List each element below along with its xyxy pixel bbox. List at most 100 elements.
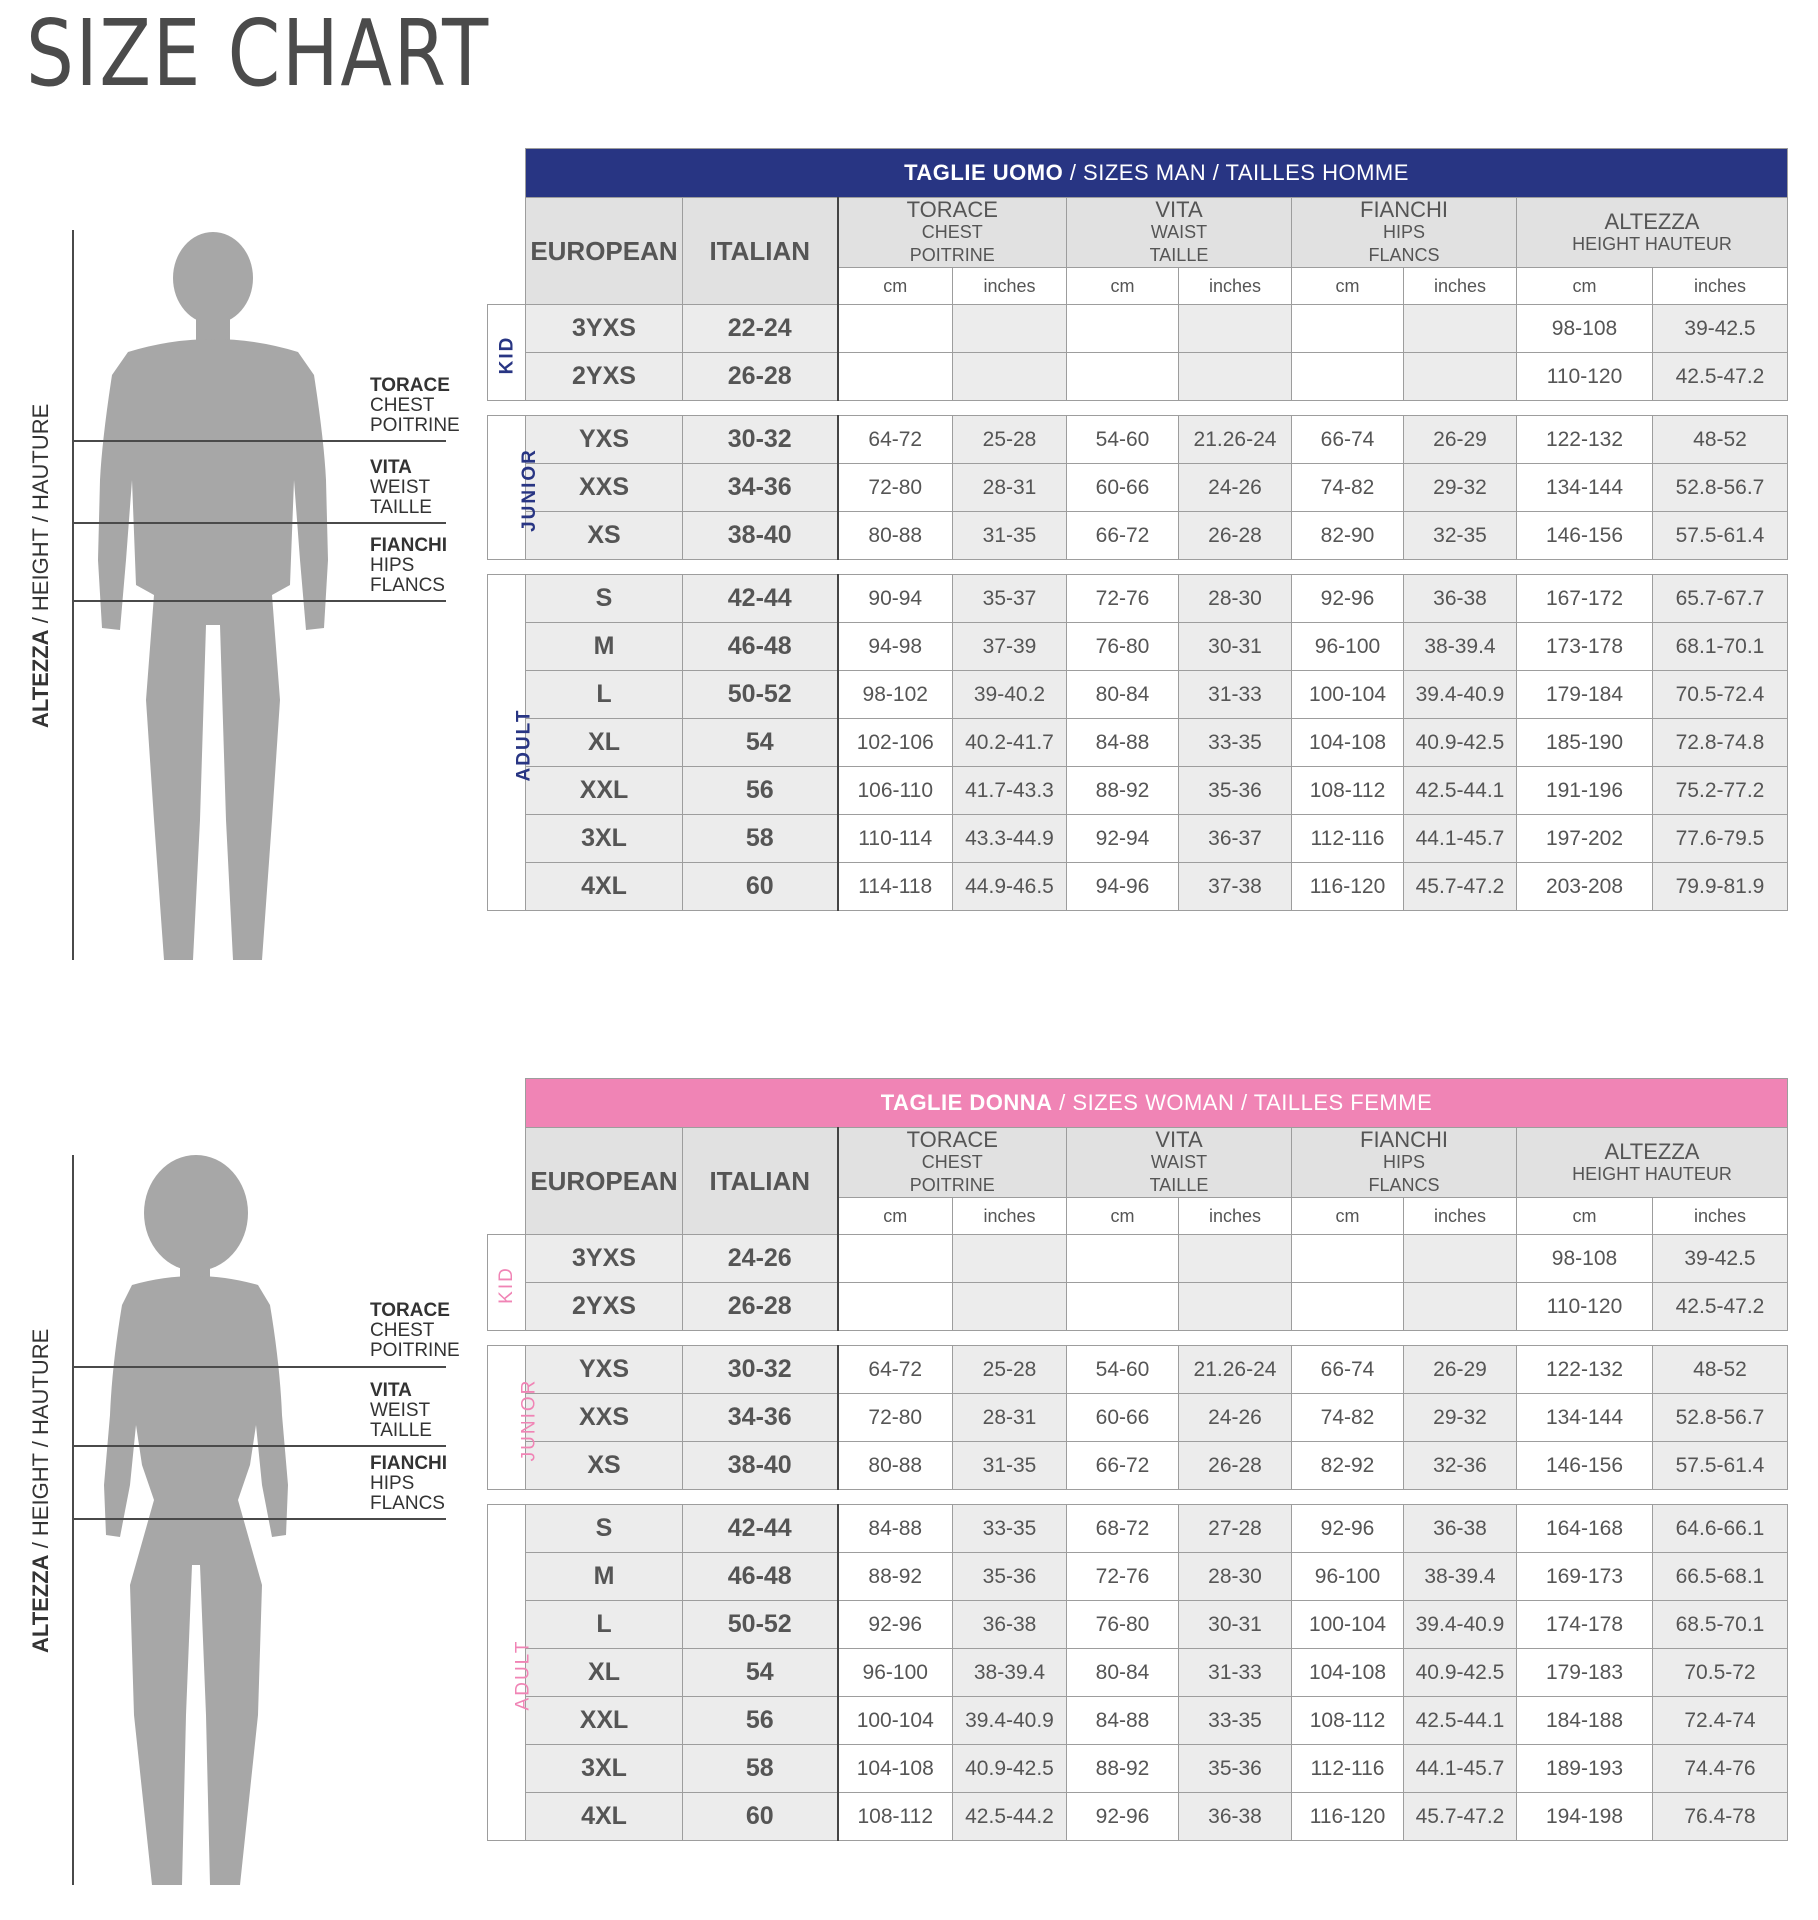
measurement-cell: 98-108 — [1516, 304, 1653, 353]
unit-cm: cm — [1291, 1197, 1404, 1235]
italian-header: ITALIAN — [682, 197, 838, 305]
measurement-cell: 26-28 — [1178, 511, 1292, 560]
measurement-cell: 191-196 — [1516, 766, 1653, 815]
measurement-cell — [1066, 1282, 1179, 1331]
hips-header: FIANCHI HIPS FLANCS — [1291, 197, 1517, 268]
table-row: L 50-52 98-102 39-40.2 80-84 31-33 100-104 39.4… — [488, 670, 1789, 719]
group-label: KID — [495, 1265, 517, 1304]
measurement-cell: 116-120 — [1291, 862, 1404, 911]
european-size-cell: M — [525, 622, 683, 671]
measurement-cell — [1178, 352, 1292, 401]
measurement-cell: 66-74 — [1291, 1345, 1404, 1394]
measurement-cell: 66-74 — [1291, 415, 1404, 464]
european-size-cell: XL — [525, 1648, 683, 1697]
table-row: XXS 34-36 72-80 28-31 60-66 24-26 74-82 29-32 13… — [488, 463, 1789, 512]
measurement-cell: 100-104 — [836, 1696, 953, 1745]
measurement-cell: 42.5-44.1 — [1403, 1696, 1517, 1745]
italian-size-cell: 30-32 — [682, 1345, 838, 1394]
measurement-cell: 104-108 — [1291, 1648, 1404, 1697]
measurement-cell: 92-96 — [836, 1600, 953, 1649]
woman-size-table: TAGLIE DONNA / SIZES WOMAN / TAILLES FEM… — [487, 1078, 1788, 1841]
measurement-cell — [836, 304, 953, 353]
measurement-cell: 75.2-77.2 — [1651, 766, 1789, 815]
measurement-cell: 92-94 — [1066, 814, 1179, 863]
measurement-cell: 194-198 — [1516, 1792, 1653, 1841]
measurement-cell: 184-188 — [1516, 1696, 1653, 1745]
measurement-cell: 36-38 — [1403, 1504, 1517, 1553]
measurement-cell: 134-144 — [1516, 1393, 1653, 1442]
italian-size-cell: 30-32 — [682, 415, 838, 464]
measurement-cell: 110-114 — [836, 814, 953, 863]
measurement-cell — [836, 1234, 953, 1283]
italian-size-cell: 38-40 — [682, 1441, 838, 1490]
measurement-cell: 112-116 — [1291, 1744, 1404, 1793]
measurement-cell: 94-96 — [1066, 862, 1179, 911]
measurement-cell: 66-72 — [1066, 511, 1179, 560]
measurement-cell — [1066, 352, 1179, 401]
european-size-cell: S — [525, 574, 683, 623]
waist-line — [72, 1445, 446, 1447]
italian-size-cell: 58 — [682, 1744, 838, 1793]
european-size-cell: 2YXS — [525, 352, 683, 401]
table-row: 4XL 60 108-112 42.5-44.2 92-96 36-38 116-120 45… — [488, 1792, 1788, 1841]
measurement-cell: 72.4-74 — [1652, 1696, 1788, 1745]
man-figure-panel: ALTEZZA / HEIGHT / HAUTURE TORACE CHEST PO… — [0, 230, 480, 990]
european-size-cell: 3XL — [525, 1744, 683, 1793]
unit-cm: cm — [836, 267, 953, 305]
group-label-cell: KID — [487, 304, 526, 401]
unit-cm: cm — [836, 1197, 953, 1235]
measurement-cell: 21.26-24 — [1178, 415, 1292, 464]
hips-line — [72, 600, 446, 602]
height-header: ALTEZZA HEIGHT HAUTEUR — [1516, 1127, 1788, 1198]
measurement-cell: 108-112 — [1291, 1696, 1404, 1745]
italian-size-cell: 58 — [682, 814, 838, 863]
measurement-cell — [952, 304, 1067, 353]
measurement-cell: 60-66 — [1066, 1393, 1179, 1442]
measurement-cell: 52.8-56.7 — [1652, 1393, 1788, 1442]
measurement-cell — [952, 1282, 1067, 1331]
measurement-cell: 36-38 — [1178, 1792, 1292, 1841]
group-label-cell: JUNIOR — [487, 1345, 539, 1490]
measurement-cell: 28-30 — [1178, 574, 1292, 623]
unit-cm: cm — [1291, 267, 1404, 305]
measurement-cell: 28-30 — [1178, 1552, 1292, 1601]
table-row: XL 54 96-100 38-39.4 80-84 31-33 104-108 40.9-4… — [488, 1648, 1788, 1697]
measurement-cell: 31-35 — [952, 511, 1067, 560]
measurement-cell — [952, 1234, 1067, 1283]
table-row: JUNIOR YXS 30-32 64-72 25-28 54-60 21.26-24 66-… — [487, 1345, 1788, 1490]
measurement-cell: 72-80 — [836, 1393, 953, 1442]
measurement-cell: 64.6-66.1 — [1652, 1504, 1788, 1553]
measurement-cell — [1403, 1282, 1517, 1331]
measurement-cell: 41.7-43.3 — [952, 766, 1067, 815]
measurement-cell: 68.5-70.1 — [1652, 1600, 1788, 1649]
italian-size-cell: 42-44 — [682, 1504, 838, 1553]
measurement-cell: 164-168 — [1516, 1504, 1653, 1553]
italian-size-cell: 56 — [682, 766, 838, 815]
measurement-cell: 70.5-72 — [1652, 1648, 1788, 1697]
european-size-cell: 2YXS — [525, 1282, 683, 1331]
european-size-cell: XXL — [525, 766, 683, 815]
waist-label: VITA WEIST TAILLE — [370, 457, 432, 518]
italian-size-cell: 46-48 — [682, 622, 838, 671]
european-size-cell: XS — [525, 1441, 683, 1490]
group-label: ADULT — [513, 708, 535, 781]
measurement-cell: 179-184 — [1516, 670, 1653, 719]
measurement-cell: 38-39.4 — [1403, 1552, 1517, 1601]
measurement-cell: 36-38 — [1403, 574, 1517, 623]
group-gap-cell — [487, 559, 1788, 575]
measurement-cell: 66-72 — [1066, 1441, 1179, 1490]
european-size-cell: 3YXS — [525, 304, 683, 353]
table-row: KID 3YXS 22-24 98-108 39-42.5 — [487, 304, 1789, 401]
woman-silhouette — [104, 1155, 288, 1885]
european-size-cell: 4XL — [525, 862, 683, 911]
measurement-cell: 106-110 — [836, 766, 953, 815]
table-row: 3XL 58 104-108 40.9-42.5 88-92 35-36 112-116 44… — [488, 1744, 1788, 1793]
chest-header: TORACE CHEST POITRINE — [836, 1127, 1067, 1198]
group-gap-cell — [487, 400, 1788, 416]
measurement-cell: 82-92 — [1291, 1441, 1404, 1490]
european-size-cell: 3YXS — [525, 1234, 683, 1283]
measurement-cell — [1178, 1282, 1292, 1331]
measurement-cell: 90-94 — [836, 574, 953, 623]
measurement-cell: 68-72 — [1066, 1504, 1179, 1553]
corner-blank — [487, 197, 526, 305]
